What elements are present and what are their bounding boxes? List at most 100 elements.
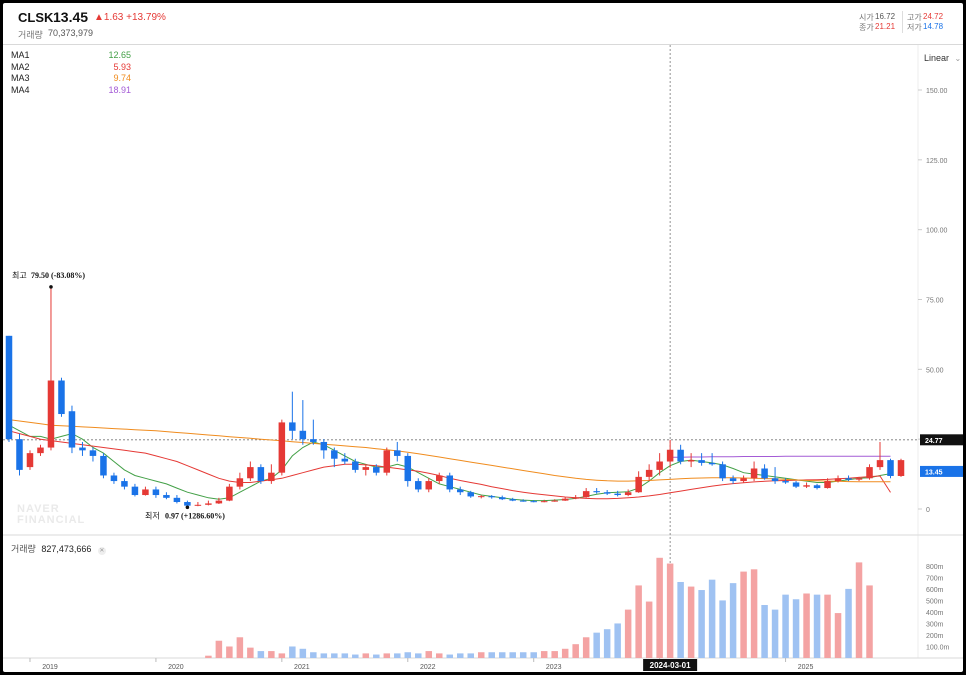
volume-bar [803,593,810,658]
candle-body [37,447,44,454]
volume-bar [404,652,412,658]
candle-body [855,478,863,480]
watermark: NAVER FINANCIAL [17,504,85,526]
price-chart[interactable]: 025.0050.0075.00100.00125.00150.00100.0m… [3,3,963,672]
volume-bar [761,605,768,658]
candle-body [16,439,23,470]
x-tick-label: 2020 [168,664,184,671]
candle-body [782,481,789,483]
candle-body [603,492,611,494]
candle-body [687,460,695,462]
volume-panel-title: 거래량 827,473,666 ✕ [11,542,106,555]
candle-body [257,467,265,482]
candle-body [142,489,149,496]
ma-name: MA4 [11,84,30,95]
volume-bar [551,651,558,658]
volume-bar [456,653,464,658]
candle-body [824,481,831,489]
low-annotation-text: 0.97 (+1286.60%) [165,511,225,520]
candle-body [593,491,600,493]
volume-bar [540,651,548,658]
volume-tick-label: 100.0m [926,644,950,651]
candle-body [624,492,632,496]
candle-body [750,468,758,479]
candle-body [698,460,705,463]
candle-body [289,422,296,431]
ma-name: MA3 [11,73,30,83]
last-price: 13.45 [53,9,89,25]
candle-body [215,500,223,504]
volume-bar [352,654,359,658]
high-label: 고가 [907,13,922,22]
candle-body [519,500,527,502]
x-tick-label: 2019 [42,664,58,671]
volume-bar [226,646,233,658]
candle-body [425,481,433,490]
candle-body [656,461,663,470]
ma-line-ma4 [670,455,891,458]
price-change: ▲1.63 +13.79% [94,12,166,23]
volume-panel-value: 827,473,666 [41,544,92,554]
volume-bar [247,647,254,658]
ma-legend-row-ma2: MA2 5.93 [11,62,131,74]
ma-name: MA1 [11,50,30,60]
ma-name: MA2 [11,61,30,72]
candle-body [163,495,170,498]
scale-mode-dropdown[interactable]: Linear ⌄ [924,53,961,63]
volume-bar [289,646,296,658]
ma-legend-row-ma1: MA1 12.65 [11,50,131,62]
volume-bar [708,579,716,658]
volume-bar [656,557,663,658]
volume-bar [488,652,495,658]
high-annotation-text: 79.50 (-83.08%) [31,271,85,280]
volume-bar [771,609,779,658]
candle-body [47,380,55,448]
candle-body [121,481,128,487]
last-price-tag [920,465,963,477]
x-tick-label: 2022 [420,664,436,671]
close-icon[interactable]: ✕ [97,547,106,555]
volume-tick-label: 500m [926,598,944,605]
volume-tick-label: 800m [926,564,944,571]
candle-body [446,475,454,490]
volume-label: 거래량 [18,30,43,40]
candle-body [582,491,590,498]
candle-body [68,411,76,448]
volume-bar [373,654,380,658]
volume-bar [572,644,579,658]
candle-body [666,449,674,462]
high-marker [49,285,53,289]
candle-body [677,449,684,462]
ma-value: 12.65 [108,50,131,60]
candle-body [456,489,464,493]
candle-body [341,458,349,462]
volume-bar [698,590,705,658]
volume-bar [278,653,286,658]
volume-bar [268,651,275,658]
low-value: 14.78 [923,22,944,31]
quote-header: CLSK 13.45 ▲1.63 +13.79% 거래량 70,373,979 … [3,3,963,45]
x-tick-label: 2023 [546,664,562,671]
candle-body [320,441,328,451]
candle-body [194,504,202,506]
candle-body [792,482,800,487]
volume-bar [561,648,569,658]
volume-bar [415,653,422,658]
candle-body [729,478,737,482]
volume-panel-label: 거래량 [11,544,36,554]
volume-bar [866,585,873,658]
ohlc-divider [902,11,903,33]
volume-bar [383,653,391,658]
crosshair-price-tag [920,434,963,446]
volume-bar [635,585,642,658]
volume-bar [666,563,674,658]
volume-bar [729,583,737,658]
candle-body [540,501,548,503]
volume-bar [845,588,852,658]
volume-bar [331,653,338,658]
volume-bar [341,653,349,658]
low-label: 저가 [907,23,922,32]
candle-body [352,461,359,470]
candle-body [887,460,894,476]
candle-body [268,472,275,482]
